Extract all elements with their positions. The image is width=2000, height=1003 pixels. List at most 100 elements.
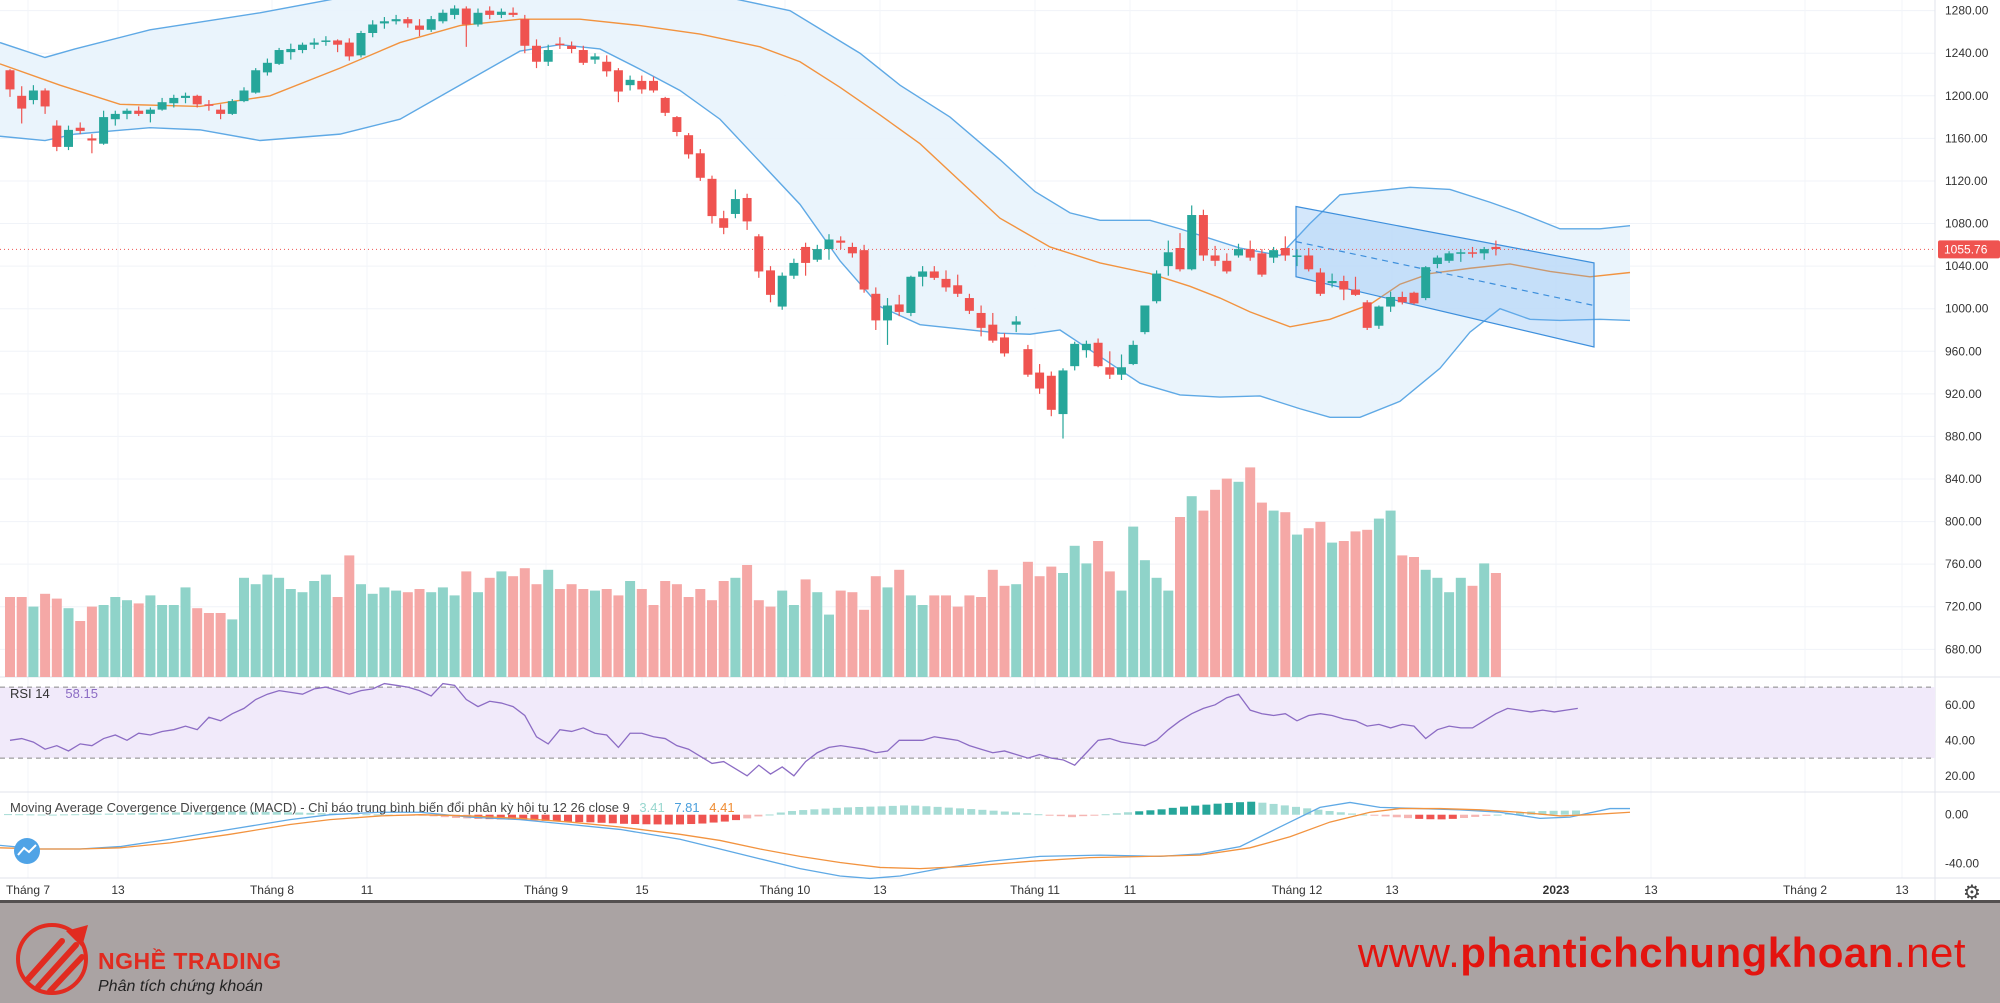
candle-body bbox=[1479, 249, 1489, 254]
macd-value: 7.81 bbox=[674, 800, 700, 815]
macd-histogram-bar bbox=[1124, 812, 1132, 815]
macd-histogram-bar bbox=[1381, 814, 1390, 817]
macd-histogram-bar bbox=[933, 806, 942, 815]
macd-histogram-bar bbox=[586, 814, 595, 823]
volume-bar bbox=[566, 584, 577, 677]
time-axis-label: Tháng 2 bbox=[1783, 883, 1827, 897]
candle-body bbox=[1315, 272, 1325, 294]
volume-bar bbox=[86, 606, 97, 677]
macd-histogram-bar bbox=[676, 814, 684, 825]
volume-bar bbox=[239, 577, 249, 677]
candle-body bbox=[953, 285, 963, 294]
time-axis-label: 2023 bbox=[1543, 883, 1570, 897]
candle-body bbox=[309, 42, 319, 45]
volume-bar bbox=[1011, 584, 1022, 677]
volume-bar bbox=[28, 606, 39, 677]
candle-body bbox=[192, 95, 202, 105]
candle-body bbox=[1163, 252, 1173, 267]
candle-body bbox=[532, 45, 541, 62]
macd-histogram-bar bbox=[1336, 812, 1345, 815]
macd-histogram-bar bbox=[306, 812, 315, 815]
volume-bar bbox=[625, 581, 636, 677]
candle-body bbox=[415, 25, 424, 30]
macd-histogram-bar bbox=[922, 806, 931, 815]
macd-histogram-bar bbox=[552, 814, 561, 822]
macd-histogram-bar bbox=[664, 814, 673, 825]
price-chart[interactable]: 1280.001240.001200.001160.001120.001080.… bbox=[0, 0, 2000, 900]
volume-bar bbox=[554, 589, 565, 677]
candle-body bbox=[824, 239, 834, 250]
candle-body bbox=[894, 304, 904, 312]
candle-body bbox=[1070, 343, 1080, 367]
volume-bar bbox=[110, 597, 121, 677]
volume-bar bbox=[788, 605, 799, 677]
candle-body bbox=[438, 12, 448, 22]
volume-bar bbox=[835, 590, 846, 677]
candle-body bbox=[204, 104, 214, 106]
candle-body bbox=[602, 61, 612, 72]
gear-icon[interactable]: ⚙ bbox=[1963, 882, 1981, 904]
price-tick-label: 960.00 bbox=[1945, 344, 1982, 358]
candle-body bbox=[227, 101, 237, 114]
candle-body bbox=[1421, 267, 1431, 299]
candle-body bbox=[777, 275, 787, 307]
candle-body bbox=[122, 110, 132, 114]
candle-body bbox=[964, 298, 974, 311]
candle-body bbox=[578, 50, 588, 63]
candle-body bbox=[976, 312, 986, 328]
macd-histogram-bar bbox=[743, 814, 752, 819]
macd-histogram-bar bbox=[810, 809, 819, 815]
site-url[interactable]: www.phantichchungkhoan.net bbox=[1358, 929, 1966, 977]
logo-icon bbox=[16, 923, 88, 995]
rsi-line bbox=[9, 682, 1578, 777]
macd-histogram-bar bbox=[1482, 814, 1491, 816]
macd-histogram-bar bbox=[295, 812, 304, 815]
volume-bar bbox=[999, 585, 1010, 677]
macd-histogram-bar bbox=[1112, 813, 1121, 815]
volume-bar bbox=[367, 593, 378, 677]
volume-bar bbox=[824, 614, 834, 677]
candle-body bbox=[1444, 253, 1454, 261]
macd-histogram-bar bbox=[1012, 812, 1020, 815]
candle-body bbox=[403, 19, 413, 24]
macd-histogram-bar bbox=[1493, 814, 1502, 816]
time-axis-label: 15 bbox=[635, 883, 649, 897]
candle-body bbox=[1011, 321, 1021, 325]
macd-histogram-bar bbox=[1538, 811, 1547, 815]
macd-histogram-bar bbox=[239, 811, 248, 815]
volume-bar bbox=[414, 589, 425, 677]
macd-histogram-bar bbox=[1404, 814, 1412, 819]
macd-histogram-bar bbox=[900, 805, 908, 815]
volume-bar bbox=[1022, 561, 1033, 677]
macd-histogram-bar bbox=[48, 814, 57, 816]
candle-body bbox=[1386, 296, 1396, 307]
candle-body bbox=[555, 43, 565, 46]
macd-histogram-bar bbox=[26, 814, 35, 816]
volume-bar bbox=[859, 609, 870, 677]
macd-histogram-bar bbox=[1135, 811, 1144, 815]
volume-bar bbox=[1479, 563, 1490, 677]
candle-body bbox=[684, 135, 694, 155]
macd-histogram-bar bbox=[284, 812, 292, 815]
candle-body bbox=[1456, 252, 1466, 254]
volume-bar bbox=[976, 597, 987, 677]
volume-bar bbox=[695, 589, 706, 677]
candle-body bbox=[110, 113, 120, 120]
candle-body bbox=[520, 19, 530, 46]
volume-bar bbox=[1373, 518, 1384, 677]
macd-hist-value: 3.41 bbox=[639, 800, 665, 815]
volume-bar bbox=[449, 595, 460, 677]
volume-bar bbox=[344, 555, 355, 677]
candle-body bbox=[613, 70, 623, 92]
macd-histogram-bar bbox=[765, 814, 774, 816]
macd-histogram-bar bbox=[1426, 814, 1435, 820]
candle-body bbox=[625, 79, 635, 86]
volume-bar bbox=[496, 571, 507, 677]
macd-histogram-bar bbox=[1314, 809, 1323, 815]
volume-bar bbox=[461, 571, 472, 677]
macd-histogram-bar bbox=[776, 812, 785, 815]
macd-histogram-bar bbox=[1292, 806, 1300, 815]
candle-body bbox=[496, 11, 506, 15]
macd-histogram-bar bbox=[944, 807, 953, 815]
time-axis-label: Tháng 9 bbox=[524, 883, 568, 897]
